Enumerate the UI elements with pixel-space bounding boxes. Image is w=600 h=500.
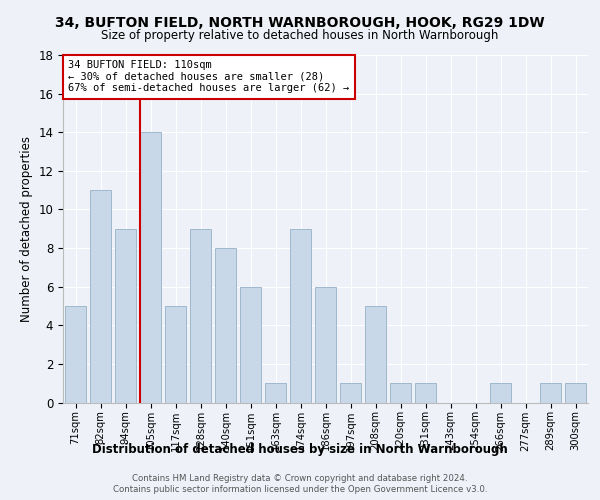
Bar [240, 286, 261, 403]
Bar [415, 383, 436, 402]
Text: Contains public sector information licensed under the Open Government Licence v3: Contains public sector information licen… [113, 485, 487, 494]
Bar [565, 383, 586, 402]
Bar [340, 383, 361, 402]
Text: Contains HM Land Registry data © Crown copyright and database right 2024.: Contains HM Land Registry data © Crown c… [132, 474, 468, 483]
Bar [265, 383, 286, 402]
Text: 34, BUFTON FIELD, NORTH WARNBOROUGH, HOOK, RG29 1DW: 34, BUFTON FIELD, NORTH WARNBOROUGH, HOO… [55, 16, 545, 30]
Bar [365, 306, 386, 402]
Bar [115, 229, 136, 402]
Bar [90, 190, 111, 402]
Text: Distribution of detached houses by size in North Warnborough: Distribution of detached houses by size … [92, 442, 508, 456]
Bar [540, 383, 561, 402]
Bar [190, 229, 211, 402]
Bar [140, 132, 161, 402]
Bar [315, 286, 336, 403]
Y-axis label: Number of detached properties: Number of detached properties [20, 136, 33, 322]
Bar [65, 306, 86, 402]
Text: 34 BUFTON FIELD: 110sqm
← 30% of detached houses are smaller (28)
67% of semi-de: 34 BUFTON FIELD: 110sqm ← 30% of detache… [68, 60, 349, 94]
Text: Size of property relative to detached houses in North Warnborough: Size of property relative to detached ho… [101, 29, 499, 42]
Bar [490, 383, 511, 402]
Bar [390, 383, 411, 402]
Bar [215, 248, 236, 402]
Bar [165, 306, 186, 402]
Bar [290, 229, 311, 402]
